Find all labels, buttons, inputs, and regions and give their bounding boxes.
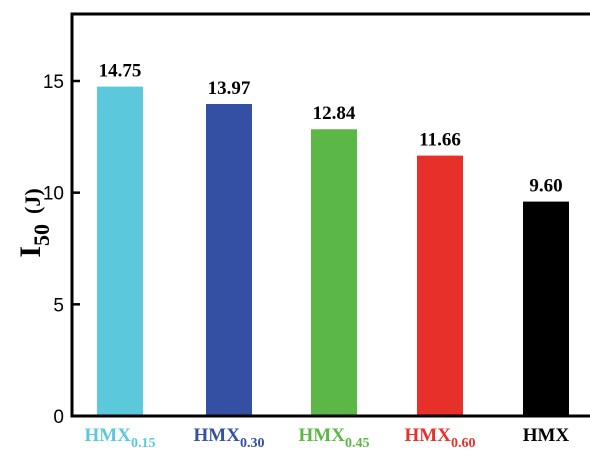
bar-value-label: 12.84: [313, 103, 356, 124]
bar-value-label: 9.60: [529, 176, 562, 197]
category-label: HMX0.45: [299, 425, 370, 451]
category-label: HMX0.60: [405, 425, 476, 451]
y-axis-ticks: 0 5 10 15: [43, 72, 80, 428]
y-axis-label: I50(J): [14, 188, 54, 257]
y-tick-label: 10: [43, 184, 64, 205]
y-tick-label: 15: [43, 72, 64, 93]
category-label: HMX: [523, 425, 570, 446]
bar-value-label: 14.75: [99, 61, 142, 82]
bar: [311, 129, 357, 417]
category-labels: HMX0.15 HMX0.30 HMX0.45 HMX0.60 HMX: [85, 425, 570, 451]
bar-value-label: 11.66: [419, 130, 461, 151]
y-axis-title: I50(J): [14, 188, 54, 257]
bar: [97, 86, 143, 416]
y-tick-label: 0: [53, 407, 64, 428]
bar: [523, 201, 569, 416]
bar-value-label: 13.97: [208, 78, 251, 99]
category-label: HMX0.30: [194, 425, 265, 451]
category-label: HMX0.15: [85, 425, 156, 451]
bars: [97, 86, 569, 417]
plot-frame: [70, 12, 590, 418]
bar: [417, 155, 463, 417]
value-labels: 14.75 13.97 12.84 11.66 9.60: [99, 61, 563, 197]
y-tick-label: 5: [53, 295, 64, 316]
bar: [206, 104, 252, 417]
